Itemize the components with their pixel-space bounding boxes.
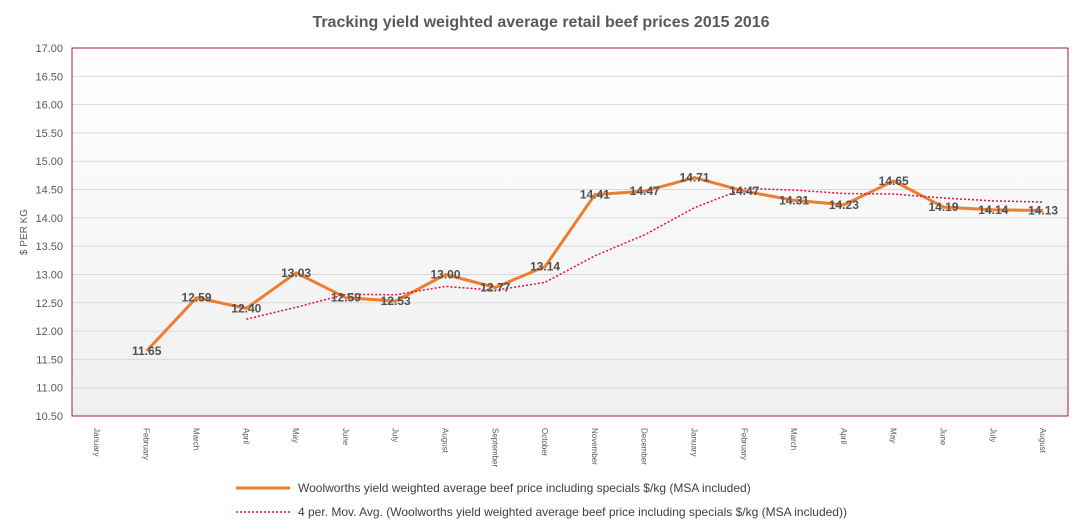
data-label: 14.31 [779, 193, 809, 207]
data-label: 14.41 [580, 188, 610, 202]
chart-title: Tracking yield weighted average retail b… [312, 14, 769, 31]
data-label: 14.47 [630, 184, 660, 198]
legend-entry-series-1: Woolworths yield weighted average beef p… [298, 481, 751, 495]
x-tick-label: August [1038, 428, 1047, 454]
data-label: 11.65 [132, 344, 162, 358]
x-tick-label: July [391, 428, 400, 442]
x-tick-label: October [540, 428, 549, 457]
data-label: 12.40 [231, 301, 261, 315]
y-tick-label: 13.50 [35, 241, 63, 253]
y-tick-label: 10.50 [35, 411, 63, 423]
y-tick-label: 11.00 [36, 383, 63, 395]
x-tick-label: July [988, 428, 997, 442]
y-tick-label: 15.00 [35, 156, 63, 168]
x-tick-label: March [192, 428, 201, 450]
y-tick-label: 14.50 [35, 185, 63, 197]
x-tick-label: June [939, 428, 948, 446]
legend: Woolworths yield weighted average beef p… [236, 481, 847, 519]
y-tick-label: 12.50 [35, 298, 63, 310]
y-tick-label: 17.00 [35, 43, 63, 55]
x-tick-label: June [341, 428, 350, 446]
y-tick-label: 14.00 [35, 213, 63, 225]
data-label: 14.23 [829, 198, 859, 212]
plot-border [71, 47, 1069, 417]
data-label: 14.65 [879, 174, 909, 188]
x-tick-label: January [690, 428, 699, 456]
data-label: 13.03 [281, 266, 311, 280]
legend-entry-series-2: 4 per. Mov. Avg. (Woolworths yield weigh… [298, 505, 847, 519]
x-tick-label: December [640, 428, 649, 465]
data-label: 13.14 [530, 260, 560, 274]
data-label: 12.59 [331, 291, 361, 305]
y-tick-label: 11.50 [36, 354, 63, 366]
series-line-2 [246, 187, 1044, 320]
data-label: 14.47 [729, 184, 759, 198]
data-label: 13.00 [430, 267, 460, 281]
x-tick-label: September [490, 428, 499, 467]
y-axis-label: $ PER KG [19, 209, 30, 255]
data-label: 14.19 [928, 200, 958, 214]
x-tick-label: August [441, 428, 450, 454]
data-label: 14.14 [978, 203, 1008, 217]
x-tick-label: May [889, 428, 898, 443]
series-line-1 [145, 176, 1044, 352]
data-label: 12.77 [480, 280, 510, 294]
y-tick-label: 16.50 [35, 71, 63, 83]
data-label: 14.13 [1028, 203, 1058, 217]
x-tick-label: November [590, 428, 599, 465]
x-tick-label: May [291, 428, 300, 443]
y-tick-label: 13.00 [35, 269, 63, 281]
data-label: 12.59 [181, 291, 211, 305]
x-tick-label: January [92, 428, 101, 456]
x-tick-label: April [241, 428, 250, 444]
x-tick-label: February [739, 428, 748, 460]
x-tick-label: February [142, 428, 151, 460]
y-tick-label: 12.00 [35, 326, 63, 338]
data-label: 12.53 [381, 294, 411, 308]
y-tick-label: 16.00 [35, 100, 63, 112]
data-label: 14.71 [679, 171, 709, 185]
x-tick-label: April [839, 428, 848, 444]
y-tick-label: 15.50 [35, 128, 63, 140]
x-tick-label: March [789, 428, 798, 450]
